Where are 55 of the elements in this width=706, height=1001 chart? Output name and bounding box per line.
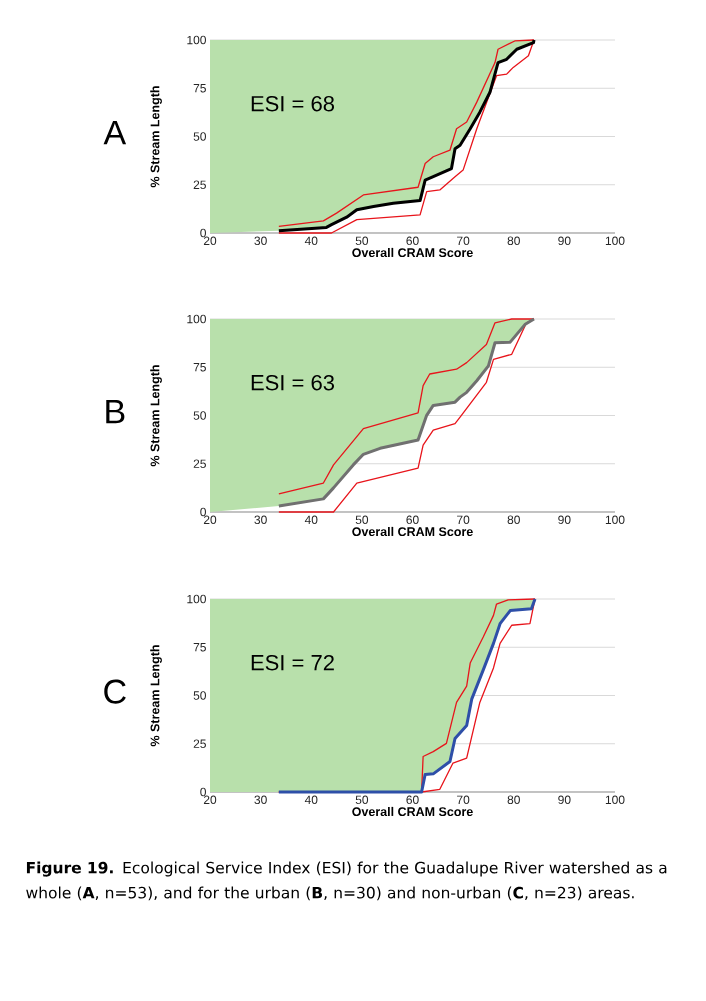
y-tick-label: 0 (200, 787, 206, 797)
x-tick-label: 40 (304, 515, 318, 525)
y-tick-label: 100 (187, 35, 206, 45)
y-tick-label: 100 (187, 594, 206, 604)
y-tick-label: 0 (200, 507, 206, 517)
y-tick-label: 0 (200, 228, 206, 238)
text: C (104, 679, 126, 704)
y-tick-label: 50 (193, 132, 206, 141)
y-tick-label: 25 (193, 180, 206, 189)
x-tick-label: 20 (203, 515, 217, 525)
y-tick-label: 100 (187, 314, 206, 324)
y-axis-title: % Stream Length (150, 645, 162, 747)
x-tick-label: 20 (203, 236, 217, 246)
text: Figure 19. Ecological Service Index (ESI) for the Guadalupe River watershed as a whole (A, n=53), and for the urban (B, n=30) and non-urban (C, n=23) areas. (26, 861, 667, 901)
x-tick-label: 50 (355, 236, 369, 246)
y-tick-label: 75 (193, 363, 206, 372)
x-tick-label: 100 (605, 515, 625, 525)
x-axis-title: Overall CRAM Score (352, 806, 473, 817)
x-tick-label: 60 (406, 795, 419, 805)
y-tick-label: 25 (193, 739, 206, 748)
x-tick-label: 70 (457, 795, 470, 805)
x-tick-label: 90 (558, 515, 571, 525)
text: A (103, 120, 127, 145)
x-tick-label: 60 (406, 236, 419, 246)
x-tick-label: 30 (254, 236, 267, 246)
x-tick-label: 40 (304, 795, 318, 805)
x-tick-label: 100 (605, 795, 625, 805)
x-axis-title: Overall CRAM Score (352, 247, 473, 258)
y-axis-title: % Stream Length (150, 86, 162, 188)
y-tick-label: 25 (193, 459, 206, 468)
x-tick-label: 80 (507, 236, 520, 246)
x-tick-label: 70 (457, 515, 470, 525)
x-tick-label: 70 (457, 236, 470, 246)
x-tick-label: 80 (507, 795, 520, 805)
x-tick-label: 30 (254, 515, 267, 525)
annotation: ESI = 63 (251, 374, 335, 391)
y-tick-label: 75 (193, 643, 206, 652)
text: B (106, 399, 125, 424)
x-tick-label: 30 (254, 795, 267, 805)
x-tick-label: 100 (605, 236, 625, 246)
x-tick-label: 50 (355, 515, 369, 525)
x-axis-title: Overall CRAM Score (352, 526, 473, 537)
y-tick-label: 75 (193, 84, 206, 93)
x-tick-label: 50 (355, 795, 369, 805)
annotation: ESI = 68 (251, 95, 335, 112)
x-tick-label: 40 (304, 236, 318, 246)
annotation: ESI = 72 (251, 654, 334, 671)
x-tick-label: 80 (507, 515, 520, 525)
y-tick-label: 50 (193, 411, 206, 420)
x-tick-label: 90 (558, 795, 571, 805)
y-axis-title: % Stream Length (150, 365, 162, 467)
x-tick-label: 20 (203, 795, 217, 805)
x-tick-label: 60 (406, 515, 419, 525)
x-tick-label: 90 (558, 236, 571, 246)
y-tick-label: 50 (193, 691, 206, 700)
